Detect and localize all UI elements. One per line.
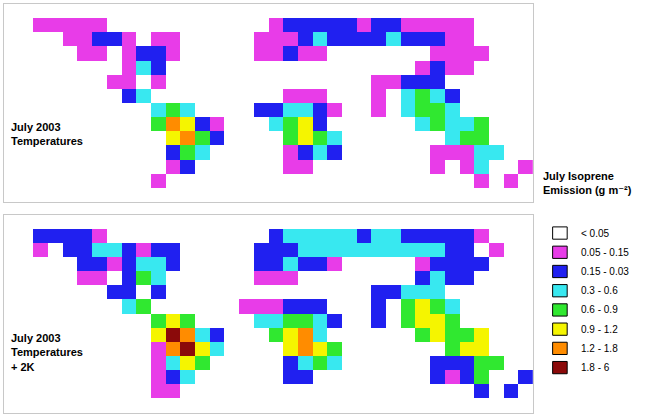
svg-text:July 2003Temperatures+ 2K: July 2003Temperatures+ 2K — [11, 332, 83, 373]
svg-text:July IsopreneEmission (g m⁻²): July IsopreneEmission (g m⁻²) — [543, 170, 632, 196]
svg-text:1.2 - 1.8: 1.2 - 1.8 — [581, 343, 618, 354]
svg-text:1.8 - 6: 1.8 - 6 — [581, 362, 610, 373]
svg-text:July 2003Temperatures: July 2003Temperatures — [11, 121, 83, 147]
svg-text:< 0.05: < 0.05 — [581, 228, 610, 239]
svg-text:0.05 - 0.15: 0.05 - 0.15 — [581, 247, 629, 258]
svg-text:0.9 - 1.2: 0.9 - 1.2 — [581, 324, 618, 335]
svg-text:0.3 - 0.6: 0.3 - 0.6 — [581, 285, 618, 296]
svg-text:0.6 - 0.9: 0.6 - 0.9 — [581, 304, 618, 315]
svg-text:0.15 - 0.03: 0.15 - 0.03 — [581, 266, 629, 277]
